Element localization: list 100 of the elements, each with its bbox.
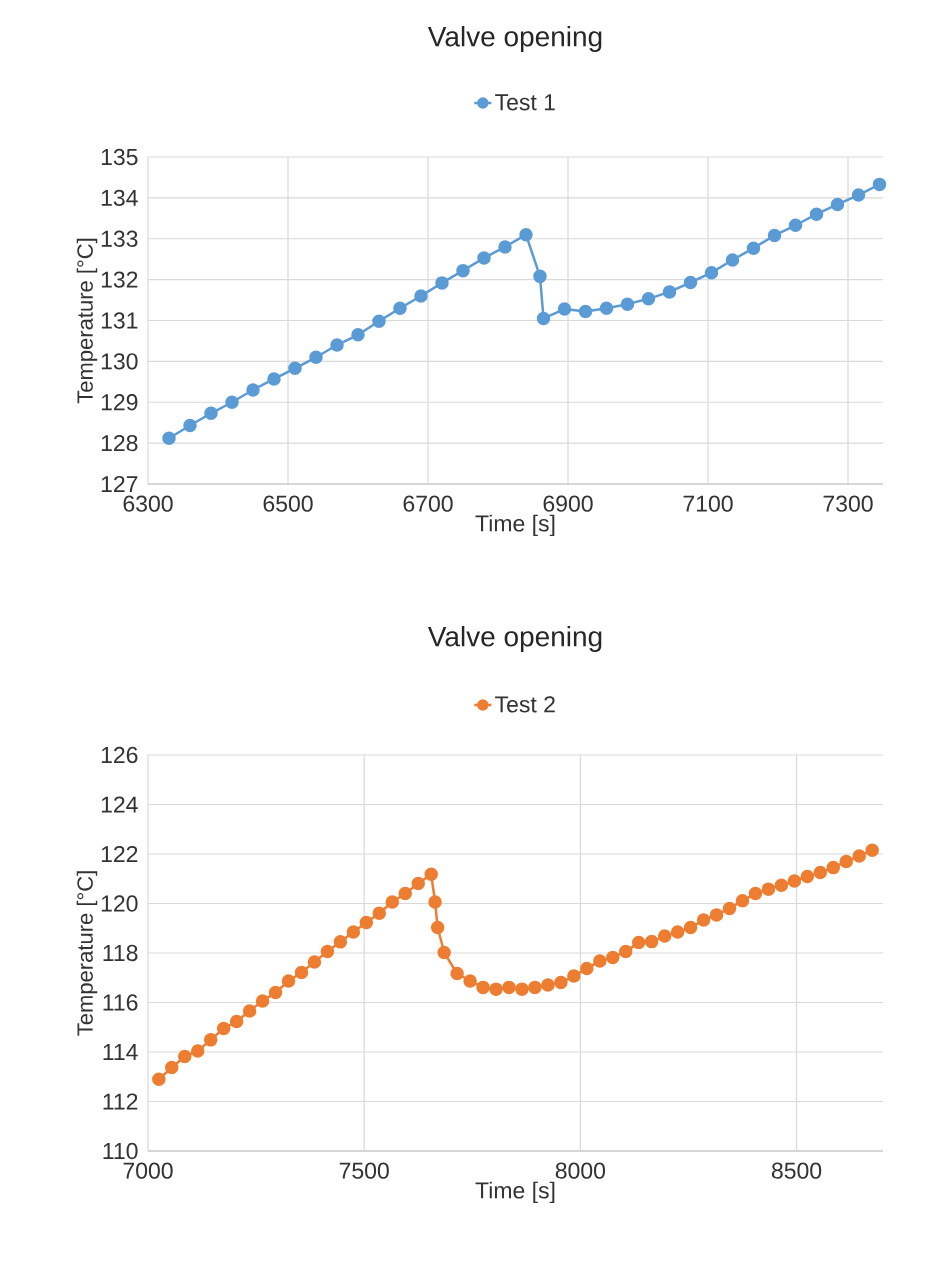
point [162, 431, 176, 445]
x-tick-label: 7000 [123, 1162, 173, 1179]
point [533, 269, 547, 284]
point [288, 361, 302, 376]
point [463, 974, 477, 988]
point [216, 1021, 231, 1036]
point [178, 1049, 192, 1064]
y-tick-label: 116 [103, 994, 138, 1011]
point [593, 954, 607, 968]
point [709, 908, 724, 922]
point [309, 350, 323, 365]
x-axis-title: Time [s] [475, 514, 555, 537]
x-tick-label: 7300 [823, 495, 873, 512]
x-tick-label: 6300 [123, 495, 173, 512]
x-tick-label: 6700 [403, 495, 453, 512]
point [767, 228, 782, 243]
point [424, 867, 438, 882]
point [393, 301, 407, 315]
y-tick-label: 112 [103, 1093, 138, 1110]
legend-label: Test 1 [495, 94, 555, 111]
y-tick-label: 130 [101, 353, 138, 370]
point [683, 275, 698, 290]
y-tick-label: 129 [101, 394, 138, 411]
point [372, 906, 387, 920]
point [307, 955, 322, 969]
point [414, 289, 428, 303]
point [606, 950, 620, 965]
chart-title: Valve opening [427, 25, 602, 53]
y-tick-label: 134 [101, 189, 138, 207]
point [515, 982, 529, 996]
point [165, 1060, 179, 1075]
y-tick-label: 118 [103, 944, 138, 962]
point [830, 197, 845, 212]
point [787, 874, 802, 888]
point [398, 886, 412, 901]
point [294, 965, 309, 980]
y-tick-label: 110 [103, 1142, 138, 1160]
point [580, 961, 594, 976]
point [519, 227, 533, 242]
point [430, 920, 445, 935]
point [411, 876, 425, 891]
y-tick-label: 135 [101, 148, 138, 166]
point [620, 297, 635, 311]
y-axis-title: Temperature [°C] [76, 238, 98, 404]
point [183, 418, 197, 433]
point [704, 265, 719, 280]
point [662, 285, 677, 299]
y-tick-label: 132 [101, 271, 138, 288]
point [536, 311, 551, 326]
x-tick-label: 6500 [263, 495, 313, 512]
point [809, 207, 824, 221]
point [333, 935, 348, 949]
point [872, 177, 887, 192]
point [489, 982, 503, 996]
point [498, 240, 512, 254]
point [852, 849, 866, 863]
point [722, 901, 737, 916]
point [696, 913, 711, 927]
point [477, 251, 491, 265]
y-tick-label: 131 [101, 312, 138, 329]
x-tick-label: 7100 [683, 495, 733, 512]
point [725, 253, 740, 267]
point [203, 1033, 218, 1047]
point [557, 302, 572, 316]
point [599, 301, 614, 315]
point [826, 860, 841, 875]
point [428, 895, 442, 909]
point [578, 304, 593, 319]
point [385, 895, 400, 909]
y-tick-label: 127 [101, 475, 138, 493]
point [229, 1014, 244, 1029]
y-tick-label: 114 [103, 1044, 138, 1060]
x-tick-label: 6900 [543, 495, 593, 512]
point [670, 925, 685, 939]
point [242, 1004, 257, 1018]
point [528, 980, 542, 995]
x-tick-label: 8500 [771, 1162, 822, 1179]
point [735, 894, 750, 908]
point [281, 974, 296, 988]
point [267, 372, 281, 386]
point [800, 869, 815, 884]
point [619, 944, 633, 959]
point [204, 406, 218, 421]
y-tick-label: 128 [101, 434, 138, 452]
point [788, 218, 803, 233]
x-tick-label: 7500 [339, 1162, 389, 1179]
point [320, 944, 335, 959]
point [351, 328, 365, 342]
point [359, 915, 374, 930]
point [683, 920, 698, 935]
y-tick-label: 120 [101, 895, 138, 912]
point [190, 1044, 205, 1058]
y-tick-label: 122 [101, 845, 138, 863]
point [456, 263, 470, 278]
point [851, 188, 866, 202]
point [225, 395, 239, 409]
y-tick-label: 124 [101, 796, 138, 813]
point [268, 985, 283, 1000]
y-tick-label: 126 [101, 746, 138, 764]
point [567, 969, 581, 983]
